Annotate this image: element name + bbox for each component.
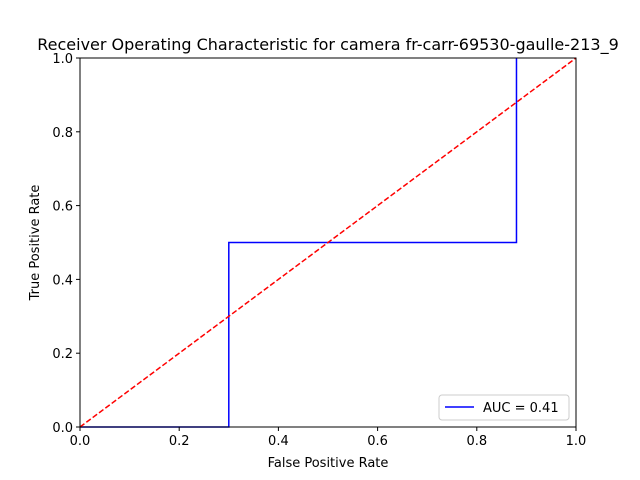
y-tick-label: 0.6 <box>52 200 73 215</box>
chart-title: Receiver Operating Characteristic for ca… <box>37 35 619 55</box>
x-tick-label: 0.8 <box>466 434 487 449</box>
y-axis-ticks: 0.0 0.2 0.4 0.6 0.8 1.0 <box>52 52 80 436</box>
y-tick-label: 1.0 <box>52 52 73 67</box>
x-tick-label: 1.0 <box>566 434 587 449</box>
legend: AUC = 0.41 <box>438 394 570 421</box>
x-axis-ticks: 0.0 0.2 0.4 0.6 0.8 1.0 <box>70 427 587 449</box>
legend-box <box>438 394 570 421</box>
y-tick-label: 0.4 <box>52 273 73 288</box>
y-tick-label: 0.2 <box>52 347 73 362</box>
x-tick-label: 0.4 <box>268 434 289 449</box>
chance-diagonal-line <box>79 57 577 428</box>
x-tick-label: 0.2 <box>169 434 190 449</box>
x-tick-label: 0.0 <box>70 434 91 449</box>
y-axis-label: True Positive Rate <box>28 185 43 302</box>
y-tick-label: 0.0 <box>52 421 73 436</box>
axes-frame <box>79 57 577 428</box>
y-tick-label: 0.8 <box>52 126 73 141</box>
legend-entry-label: AUC = 0.41 <box>483 401 559 416</box>
x-axis-label: False Positive Rate <box>268 456 389 471</box>
x-tick-label: 0.6 <box>367 434 388 449</box>
